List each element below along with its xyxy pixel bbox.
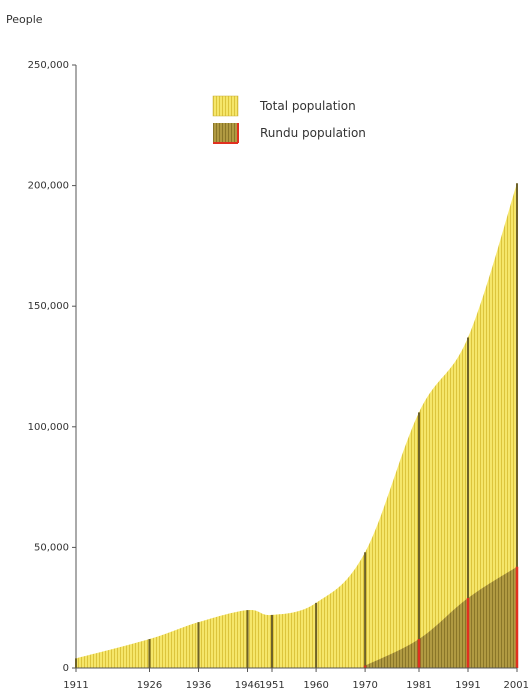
x-tick-label: 1936	[186, 680, 211, 691]
x-axis: 1911 1926 1936 1946 1951 1960 1970 1981 1991 2001	[63, 667, 529, 691]
x-tick-label: 2001	[504, 680, 529, 691]
area-total-population	[76, 183, 517, 669]
chart-areas	[76, 183, 517, 669]
y-axis: 0 50,000 100,000 150,000 200,000 250,000	[28, 60, 77, 674]
x-tick-label: 1981	[406, 680, 431, 691]
x-tick-label: 1911	[63, 680, 88, 691]
legend-swatch-total	[212, 95, 239, 117]
x-tick-label: 1991	[455, 680, 480, 691]
y-tick-label: 100,000	[28, 422, 69, 433]
y-tick-label: 200,000	[28, 181, 69, 192]
y-tick-label: 50,000	[34, 542, 69, 553]
y-tick-label: 150,000	[28, 301, 69, 312]
y-tick-label: 0	[63, 663, 69, 674]
x-tick-label: 1970	[352, 680, 377, 691]
x-tick-label: 1926	[137, 680, 162, 691]
x-tick-label: 1946	[235, 680, 260, 691]
legend-swatch-rundu	[213, 123, 238, 143]
area-rundu-population	[365, 566, 517, 668]
legend-label-rundu: Rundu population	[260, 126, 366, 140]
x-tick-label: 1951	[259, 680, 284, 691]
y-axis-title: People	[6, 13, 43, 26]
y-tick-label: 250,000	[28, 60, 69, 71]
legend-label-total: Total population	[259, 99, 356, 113]
year-bars	[75, 183, 519, 668]
legend: Total population Rundu population	[212, 95, 366, 144]
x-tick-label: 1960	[303, 680, 328, 691]
